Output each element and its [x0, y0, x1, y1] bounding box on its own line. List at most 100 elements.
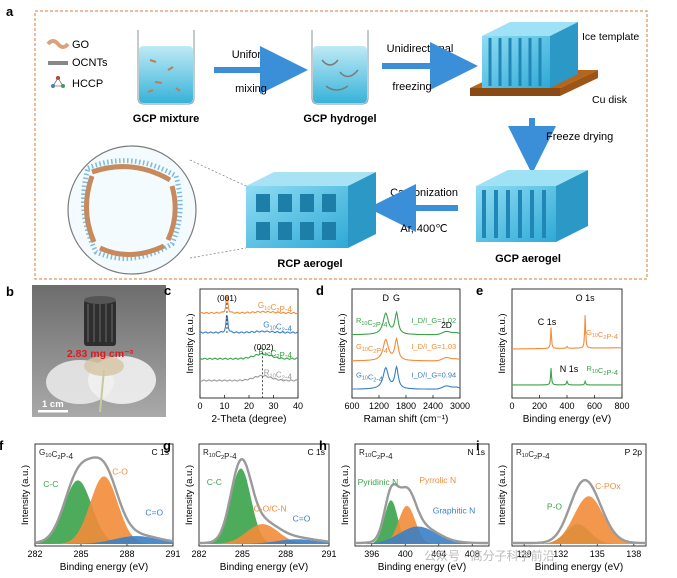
x-tick-label: 129	[517, 549, 532, 559]
x-tick-label: 135	[590, 549, 605, 559]
x-tick-label: 0	[509, 401, 514, 411]
dandelion-image	[46, 356, 156, 413]
x-tick-label: 3000	[450, 401, 470, 411]
envelope-line	[355, 482, 489, 545]
component-label: P-O	[547, 501, 563, 511]
series-label: G10C2P-4	[39, 448, 74, 461]
series-label: R10C2P-4	[356, 316, 388, 329]
series-label: G10C2P-4	[586, 328, 618, 341]
panel-b-letter: b	[6, 284, 14, 299]
component-area	[35, 480, 173, 544]
series-label: R10C2P-4	[203, 448, 237, 461]
panel-letter: g	[163, 438, 171, 453]
cu-disk-label: Cu disk	[592, 94, 628, 106]
legend-ocnts-label: OCNTs	[72, 57, 108, 69]
region-label: P 2p	[625, 447, 643, 457]
ice-template-block	[470, 22, 598, 96]
series-line	[351, 310, 461, 336]
component-area	[199, 468, 329, 544]
x-tick-label: 404	[431, 549, 446, 559]
component-area	[512, 496, 646, 544]
component-area	[35, 536, 173, 544]
charts: c 0 10 20 30 40 2-Theta (degree) Intensity (a.u…	[0, 283, 647, 573]
go-legend-icon	[46, 39, 70, 49]
x-tick-label: 282	[191, 549, 206, 559]
step2-label: GCP hydrogel	[303, 113, 376, 125]
x-tick-label: 2400	[423, 401, 443, 411]
beaker-gcp-hydrogel	[311, 30, 369, 105]
x-tick-label: 291	[165, 549, 180, 559]
series-label: R10C2P-4	[258, 347, 292, 360]
x-tick-label: 285	[73, 549, 88, 559]
plot-frame	[198, 443, 330, 547]
x-tick-label: 1800	[396, 401, 416, 411]
watermark: 公众号 · 高分子科学前沿	[424, 548, 555, 563]
peak-label: 2D	[441, 320, 452, 330]
x-tick-label: 400	[559, 401, 574, 411]
x-tick-label: 0	[197, 401, 202, 411]
series-label: G10C2-4	[263, 321, 292, 334]
x-axis-label: 2-Theta (degree)	[211, 414, 286, 425]
x-tick-label: 288	[119, 549, 134, 559]
panel-letter: e	[476, 283, 483, 298]
x-axis-label: Binding energy (eV)	[378, 562, 466, 573]
arrow2-top-label: Unidirectional	[387, 43, 454, 55]
series-line	[351, 364, 461, 390]
x-tick-label: 400	[398, 549, 413, 559]
chart-f: f 282 285 288 291 Binding energy (eV) Intensit…	[0, 438, 181, 573]
x-tick-label: 200	[532, 401, 547, 411]
chart-h: h 396 400 404 408 Binding energy (eV) Intensit…	[319, 438, 490, 573]
arrow3-bottom-label: Ar, 400℃	[400, 223, 447, 235]
y-axis-label: Intensity (a.u.)	[20, 465, 31, 525]
freeze-drying-label: Freeze drying	[546, 131, 613, 143]
peak-label: (002)	[254, 342, 274, 352]
legend-go-label: GO	[72, 39, 90, 51]
ocnts-legend-icon	[48, 61, 68, 65]
panel-b: b 2.83 mg cm⁻³ 1 cm	[6, 284, 166, 417]
arrow2-bottom-label: freezing	[392, 81, 431, 93]
component-label: Graphitic N	[433, 505, 476, 515]
region-label: C 1s	[152, 447, 169, 457]
series-label: G10C2P-4	[258, 301, 293, 314]
panel-letter: d	[316, 283, 324, 298]
series-label: G10C2-4	[356, 370, 383, 383]
component-area	[355, 500, 489, 544]
component-label: Pyridinic N	[358, 477, 399, 487]
peak-label: D	[383, 293, 390, 303]
x-tick-label: 600	[587, 401, 602, 411]
peak-label: (001)	[217, 293, 237, 303]
x-tick-label: 20	[244, 401, 254, 411]
panel-a: a GO OCNTs HCCP GCP mixture Uniform mixi…	[6, 4, 648, 280]
component-label: C-O	[112, 467, 128, 477]
arrow1-bottom-label: mixing	[235, 83, 267, 95]
peak-label: C 1s	[538, 317, 557, 327]
peak-label: G	[393, 293, 400, 303]
density-label: 2.83 mg cm⁻³	[67, 348, 134, 360]
series-line	[199, 374, 299, 382]
x-axis-label: Raman shift (cm⁻¹)	[364, 414, 449, 425]
y-axis-label: Intensity (a.u.)	[497, 465, 508, 525]
panel-a-letter: a	[6, 4, 14, 19]
component-label: C-C	[207, 477, 222, 487]
series-line	[512, 315, 622, 350]
series-line	[352, 336, 461, 362]
step3-label: GCP aerogel	[495, 253, 561, 265]
aerogel-sample-image	[84, 296, 116, 346]
series-label: R10C2-4	[264, 369, 293, 382]
series-line	[512, 368, 622, 386]
panel-letter: f	[0, 438, 4, 453]
x-tick-label: 288	[278, 549, 293, 559]
gcp-aerogel-block	[476, 170, 588, 242]
component-area	[35, 476, 173, 544]
plot-frame	[354, 443, 490, 547]
component-label: C=O	[145, 507, 163, 517]
x-tick-label: 291	[321, 549, 336, 559]
x-tick-label: 10	[219, 401, 229, 411]
rcp-aerogel-block	[246, 172, 376, 248]
y-axis-label: Intensity (a.u.)	[497, 313, 508, 373]
x-tick-label: 800	[614, 401, 629, 411]
